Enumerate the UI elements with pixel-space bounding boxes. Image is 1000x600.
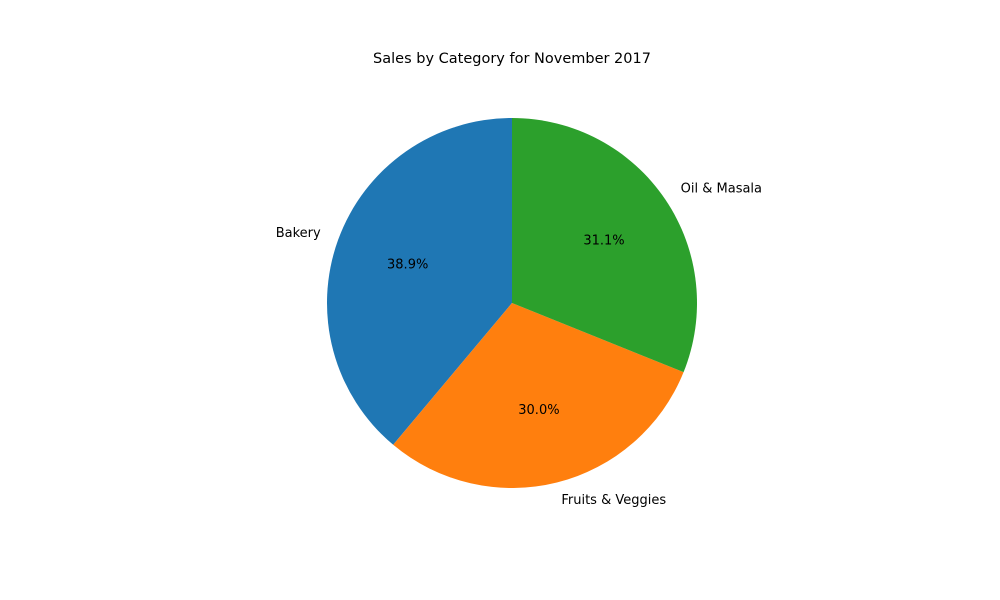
slice-label-oil-masala: Oil & Masala	[681, 182, 762, 197]
pie-slice-oil-masala	[512, 118, 698, 373]
pie-slice-fruits-veggies	[393, 303, 684, 489]
slice-label-bakery: Bakery	[276, 226, 321, 241]
pie-slices	[327, 118, 698, 489]
pie-slice-bakery	[327, 118, 512, 445]
slice-label-fruits-veggies: Fruits & Veggies	[561, 493, 666, 508]
percent-label-bakery: 38.9%	[387, 258, 428, 273]
chart-title: Sales by Category for November 2017	[373, 51, 651, 67]
pie-labels: Bakery 38.9% Fruits & Veggies 30.0% Oil & Ma…	[276, 182, 762, 508]
percent-label-fruits-veggies: 30.0%	[518, 403, 559, 418]
percent-label-oil-masala: 31.1%	[583, 233, 624, 248]
